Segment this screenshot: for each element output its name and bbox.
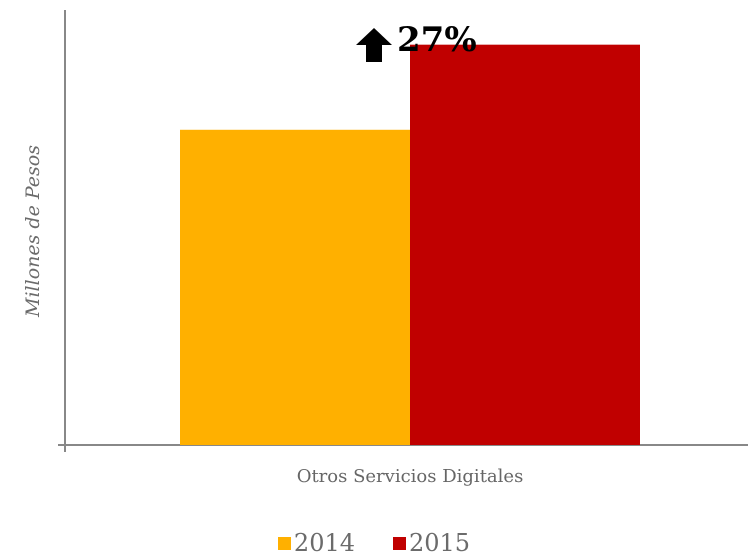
y-axis-label: Millones de Pesos	[22, 145, 44, 318]
bar-2015	[410, 44, 640, 445]
bar-2014	[180, 129, 410, 446]
legend: 2014 2015	[0, 528, 748, 558]
growth-annotation: 27%	[356, 20, 477, 62]
legend-swatch-2015	[393, 536, 406, 550]
legend-label-2014: 2014	[293, 529, 355, 557]
arrow-up-icon	[356, 28, 392, 62]
x-tick-label: Otros Servicios Digitales	[297, 466, 524, 487]
legend-label-2015: 2015	[409, 529, 471, 557]
legend-item-2014: 2014	[277, 528, 355, 558]
growth-percentage: 27%	[397, 20, 477, 60]
legend-item-2015: 2015	[393, 528, 470, 558]
legend-swatch-2014	[277, 536, 291, 550]
